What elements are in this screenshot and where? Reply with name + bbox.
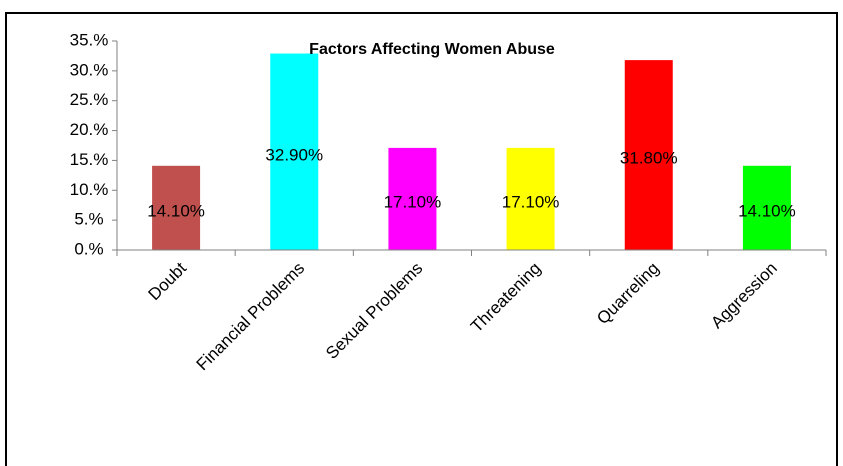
data-label: 17.10% — [384, 192, 442, 211]
y-tick-label: 25.% — [70, 90, 109, 109]
data-label: 32.90% — [265, 145, 323, 164]
data-label: 31.80% — [620, 149, 678, 168]
y-tick-label: 15.% — [70, 150, 109, 169]
bar — [388, 147, 437, 250]
y-tick-label: 35.% — [70, 30, 109, 49]
y-tick-label: 0.% — [74, 239, 103, 258]
bar — [506, 147, 555, 250]
bar — [152, 165, 201, 250]
chart-title: Factors Affecting Women Abuse — [309, 41, 555, 58]
data-label: 17.10% — [502, 192, 560, 211]
y-tick-label: 5.% — [74, 210, 103, 229]
y-tick-label: 10.% — [70, 180, 109, 199]
y-tick-label: 20.% — [70, 120, 109, 139]
data-label: 14.10% — [147, 201, 205, 220]
bar — [742, 165, 791, 250]
bar — [624, 60, 673, 251]
data-label: 14.10% — [738, 201, 796, 220]
bar — [270, 53, 319, 250]
y-tick-label: 30.% — [70, 60, 109, 79]
